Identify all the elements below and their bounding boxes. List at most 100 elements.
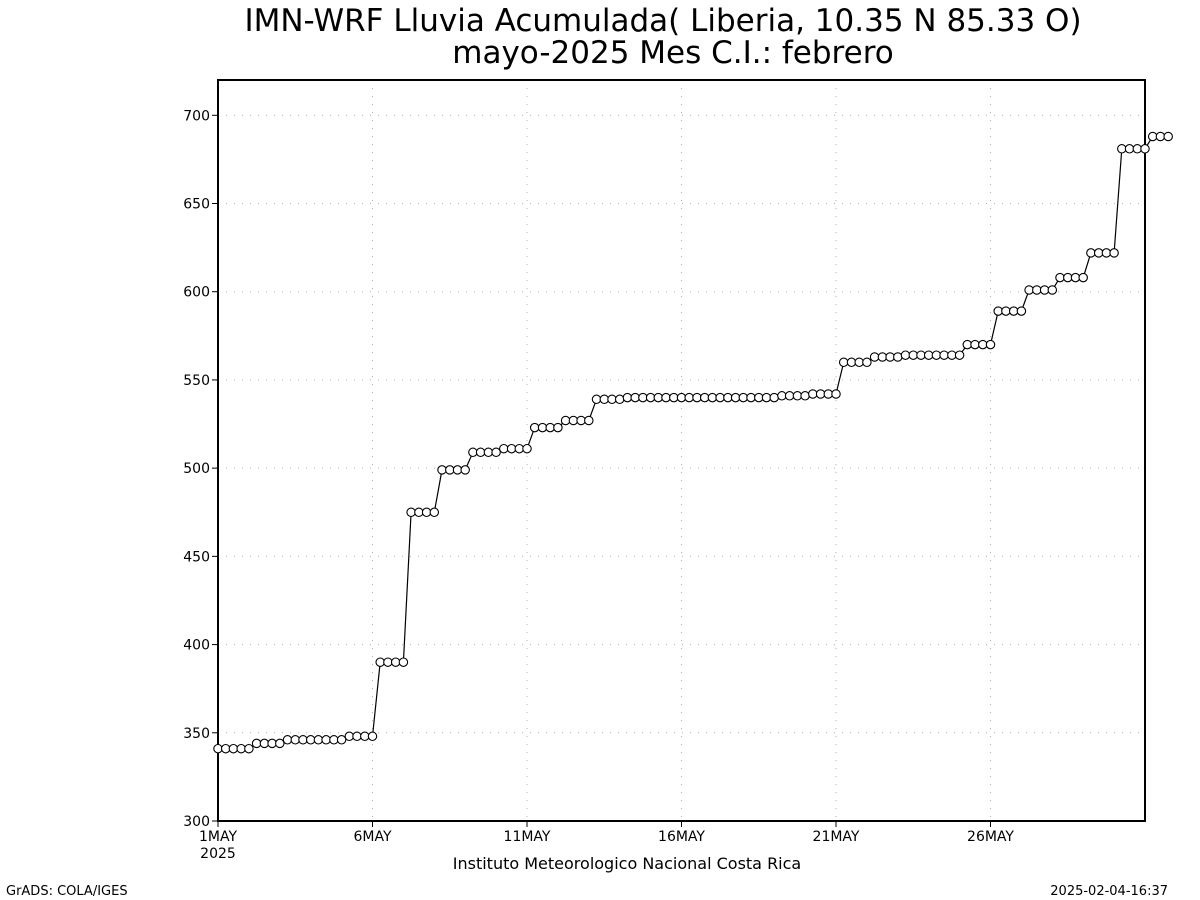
chart-credit: Instituto Meteorologico Nacional Costa R… [453, 854, 801, 873]
data-point [491, 447, 501, 458]
data-point [352, 731, 362, 742]
data-point [869, 352, 880, 362]
data-point [1032, 285, 1042, 295]
data-point [1024, 285, 1034, 295]
data-point [475, 447, 486, 458]
data-point [1117, 144, 1127, 154]
data-point [553, 422, 563, 433]
data-point [1147, 131, 1158, 142]
data-point [862, 357, 872, 368]
data-point [228, 743, 239, 754]
data-point [367, 731, 378, 742]
series-polyline [218, 135, 1169, 750]
plot-frame [217, 79, 1146, 822]
data-point [545, 422, 555, 433]
data-point [800, 391, 810, 401]
data-point [1109, 248, 1119, 258]
data-point [676, 392, 687, 403]
data-point [923, 350, 934, 360]
data-point [838, 357, 849, 368]
data-point [1001, 306, 1011, 316]
series-line [213, 131, 1173, 754]
data-point [985, 339, 996, 350]
data-point [267, 738, 277, 749]
data-point [468, 447, 478, 458]
x-tick-label: 6MAY [353, 829, 391, 845]
data-point [213, 743, 223, 754]
data-point [220, 743, 231, 754]
data-point [259, 738, 270, 749]
data-point [900, 350, 911, 360]
data-point [978, 339, 988, 350]
data-point [244, 743, 254, 754]
data-point [321, 735, 331, 745]
x-tick-label: 26MAY [967, 829, 1014, 845]
data-point [282, 735, 293, 745]
data-point [692, 392, 702, 403]
data-point [506, 443, 517, 454]
data-point [947, 350, 957, 360]
data-point [808, 389, 818, 399]
data-point [483, 447, 494, 458]
data-point [761, 392, 772, 403]
data-point [715, 392, 725, 403]
data-point [576, 415, 586, 426]
data-point [684, 392, 694, 403]
data-point [723, 392, 733, 403]
data-point [893, 352, 903, 362]
data-point [699, 392, 710, 403]
data-point [1063, 272, 1073, 283]
data-point [669, 392, 679, 403]
data-point [336, 735, 347, 745]
data-point [275, 738, 285, 749]
data-point [298, 735, 308, 745]
chart-title: IMN-WRF Lluvia Acumulada( Liberia, 10.35… [244, 3, 1081, 39]
data-point [614, 394, 625, 405]
data-point [653, 392, 664, 403]
data-point [885, 352, 895, 362]
data-point [815, 389, 826, 399]
x-tick-year: 2025 [200, 846, 236, 862]
data-point [962, 339, 973, 350]
data-point [251, 738, 262, 749]
data-point [1163, 131, 1173, 142]
x-axis: 1MAY 6MAY 11MAY 16MAY 21MAY 26MAY [199, 821, 1014, 845]
y-tick-label: 350 [183, 726, 210, 742]
data-point [1055, 272, 1065, 283]
data-point [630, 392, 640, 403]
data-point [1047, 285, 1058, 295]
data-point [1078, 272, 1088, 283]
data-point [375, 657, 385, 667]
data-point [568, 415, 579, 426]
x-tick-label: 11MAY [504, 829, 551, 845]
data-point [429, 507, 440, 518]
data-point [1101, 248, 1112, 258]
data-point [305, 735, 316, 745]
data-point [313, 735, 324, 745]
data-point [437, 465, 447, 475]
data-point [877, 352, 888, 362]
x-tick-label: 21MAY [813, 829, 860, 845]
data-point [591, 394, 602, 405]
data-point [1086, 248, 1096, 258]
data-point [1039, 285, 1050, 295]
data-point [584, 415, 594, 426]
y-tick-label: 600 [183, 285, 210, 301]
y-axis: 300 350 400 450 500 550 600 650 700 [183, 108, 218, 830]
data-point [777, 391, 787, 401]
data-point [931, 350, 942, 360]
data-point [514, 443, 525, 454]
data-point [908, 350, 919, 360]
data-point [537, 422, 548, 433]
data-point [746, 392, 756, 403]
data-point [1140, 144, 1150, 154]
data-point [344, 731, 355, 742]
data-point [1093, 248, 1104, 258]
y-tick-label: 550 [183, 373, 210, 389]
data-point [607, 394, 617, 405]
data-point [784, 391, 795, 401]
data-point [622, 392, 633, 403]
x-tick-label: 16MAY [658, 829, 705, 845]
y-tick-label: 500 [183, 461, 210, 477]
